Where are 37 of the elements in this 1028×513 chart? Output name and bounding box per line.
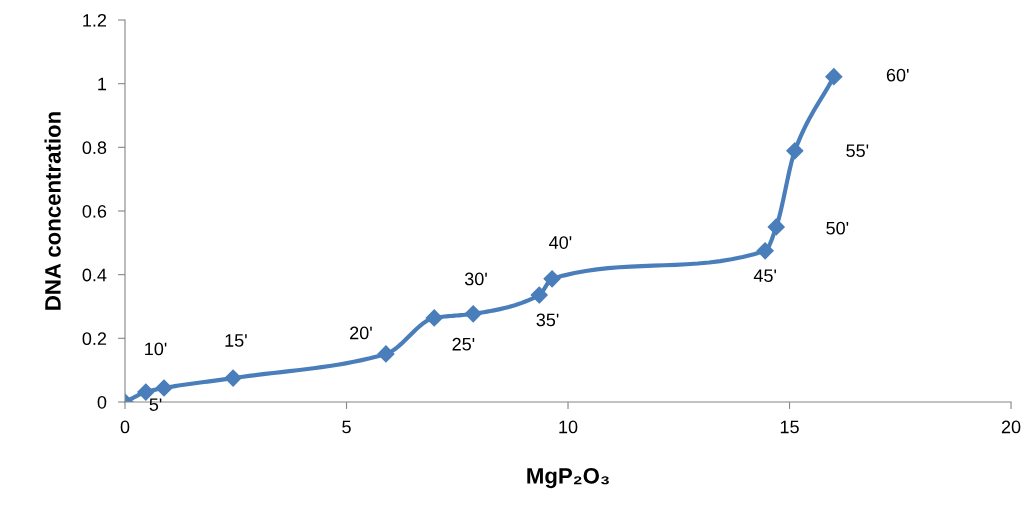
annotation: 15' bbox=[225, 334, 247, 347]
y-tick-label: 1.2 bbox=[83, 13, 107, 27]
annotation: 55' bbox=[846, 144, 869, 158]
annotation: 35' bbox=[536, 313, 559, 327]
point bbox=[530, 286, 548, 304]
annotation: 30' bbox=[464, 272, 487, 286]
annotation: 60' bbox=[886, 68, 909, 82]
point bbox=[543, 270, 561, 288]
point bbox=[425, 309, 443, 327]
x-tick-label: 5 bbox=[342, 420, 351, 434]
annotation: 50' bbox=[826, 221, 849, 235]
point bbox=[155, 379, 173, 397]
x-tick-label: 0 bbox=[120, 420, 130, 434]
point bbox=[377, 345, 395, 363]
annotation: 25' bbox=[452, 337, 475, 351]
y-tick-label: 0.4 bbox=[82, 268, 107, 282]
annotation: 20' bbox=[350, 326, 372, 340]
annotation: 5' bbox=[149, 398, 162, 411]
point bbox=[756, 242, 774, 260]
point bbox=[464, 305, 482, 323]
annotation: 10' bbox=[145, 342, 167, 356]
x-tick-label: 20 bbox=[1001, 420, 1021, 434]
annotation: 45' bbox=[753, 269, 777, 283]
y-tick-label: 0.6 bbox=[82, 204, 107, 218]
y-tick-label: 1 bbox=[98, 77, 107, 91]
point bbox=[767, 218, 785, 236]
y-tick-label: 0 bbox=[97, 395, 107, 409]
y-axis-title: DNA concentration bbox=[44, 112, 61, 310]
point bbox=[786, 142, 804, 160]
y-tick-label: 0.2 bbox=[82, 332, 107, 346]
point bbox=[224, 369, 242, 387]
x-tick-label: 10 bbox=[559, 420, 578, 434]
x-tick-label: 15 bbox=[780, 420, 799, 434]
y-tick-label: 0.8 bbox=[82, 141, 107, 155]
point bbox=[825, 68, 843, 86]
annotation: 40' bbox=[549, 236, 572, 249]
x-axis-title: MgP₂O₃ bbox=[527, 467, 609, 489]
